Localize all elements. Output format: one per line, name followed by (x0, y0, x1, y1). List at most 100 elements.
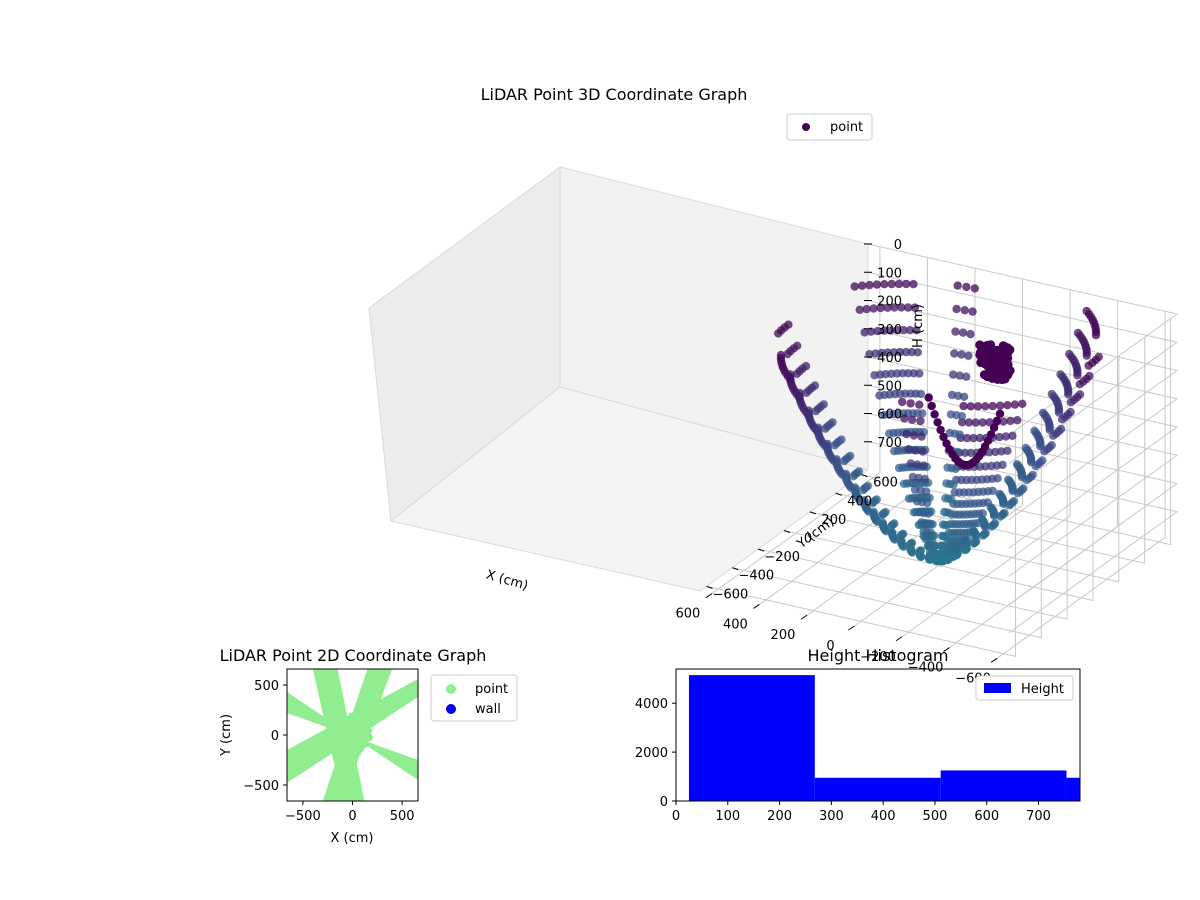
legend-3d: point (786, 113, 873, 141)
data-point-3d (997, 447, 1006, 456)
data-point-3d (1003, 401, 1012, 410)
axes-3d: −600−400−2000200400600−600−400−200020040… (675, 238, 998, 686)
data-point-3d (969, 539, 978, 548)
chart-3d: LiDAR Point 3D Coordinate Graph −600 −400… (368, 85, 1179, 686)
data-point-3d (901, 347, 911, 357)
chart-2d: LiDAR Point 2D Coordinate Graph −500 0 500… (219, 646, 518, 846)
legend-swatch-height (984, 683, 1011, 693)
grid-line (732, 411, 1042, 639)
data-point-3d (960, 306, 969, 315)
data-point-3d (869, 304, 878, 313)
data-point-3d (909, 431, 919, 440)
data-point-3d (1013, 416, 1022, 425)
data-point-3d (986, 430, 996, 439)
y-tick-3d (757, 548, 765, 552)
data-point-3d (951, 464, 960, 474)
data-point-3d (880, 280, 889, 289)
data-point-3d (945, 508, 954, 518)
axes-histogram: 0 100 200 300 400 500 600 700 0 2000 4000 (635, 697, 1051, 824)
data-point-3d (902, 279, 911, 289)
y-tick-label-2d: 0 (271, 729, 279, 744)
data-point-3d (985, 448, 994, 457)
data-point-3d (801, 361, 811, 371)
data-point-3d (933, 418, 942, 427)
data-point-3d (795, 388, 804, 398)
data-point-3d (960, 545, 970, 555)
data-point-3d (877, 348, 886, 358)
y-tick-3d (732, 567, 739, 571)
data-point-3d (906, 459, 915, 468)
data-point-3d (952, 551, 961, 560)
data-point-3d (938, 542, 947, 551)
data-point-3d (966, 402, 975, 411)
data-point-3d (846, 451, 855, 461)
x-tick-label-3d: 400 (723, 617, 748, 632)
data-point-3d (850, 282, 859, 291)
data-point-3d (1022, 475, 1031, 485)
data-point-3d (869, 507, 878, 517)
x-tick-3d (895, 636, 903, 642)
x-tick-label-3d: −200 (860, 650, 896, 665)
data-point-3d (913, 348, 922, 357)
y-tick-label-3d: 400 (847, 494, 872, 509)
y-tick-label-2d: −500 (243, 779, 279, 794)
data-point-3d (837, 435, 846, 444)
data-point-3d (828, 418, 837, 427)
data-point-3d (902, 430, 911, 439)
y-tick-label-histogram: 0 (660, 795, 668, 810)
data-point-3d (973, 402, 983, 411)
point-cloud-2d (287, 669, 418, 801)
y-axis-label-2d: Y (cm) (219, 714, 234, 757)
x-tick-label-3d: 600 (675, 607, 700, 622)
data-point-3d (936, 550, 945, 559)
data-point-3d (916, 416, 925, 426)
y-tick-label-3d: −400 (738, 569, 774, 584)
data-point-3d (872, 495, 881, 504)
data-point-3d (921, 535, 930, 544)
data-point-3d (991, 447, 1000, 457)
y-tick-label-2d: 500 (254, 679, 279, 694)
data-point-3d (960, 448, 970, 457)
data-point-3d (969, 433, 978, 443)
legend-label-wall-2d: wall (475, 702, 501, 717)
data-point-3d (776, 350, 786, 360)
data-point-3d (989, 511, 999, 520)
data-point-3d (823, 439, 832, 449)
grid-line (867, 300, 1179, 492)
data-point-3d (910, 303, 920, 312)
grid-3d (706, 243, 1179, 659)
y-tick-label-histogram: 2000 (635, 746, 668, 761)
data-point-3d (942, 439, 951, 448)
z-tick-label-3d: 600 (877, 408, 902, 423)
z-tick-label-3d: 300 (877, 323, 902, 338)
data-point-3d (1031, 461, 1040, 471)
legend-marker-wall-2d (446, 704, 456, 714)
data-point-3d (1008, 431, 1017, 440)
data-point-3d (1073, 371, 1082, 380)
z-tick-label-3d: 200 (877, 295, 902, 310)
histogram-bars (688, 675, 1080, 801)
data-point-3d (804, 406, 813, 415)
data-point-3d (880, 326, 889, 335)
data-point-3d (992, 416, 1002, 425)
data-point-3d (905, 326, 915, 335)
data-point-3d (860, 328, 869, 337)
x-axis-label-3d: X (cm) (484, 567, 529, 593)
x-tick-label-histogram: 100 (715, 809, 740, 824)
data-point-3d (819, 400, 828, 409)
grid-line (854, 279, 1023, 627)
plot-frame-histogram (675, 668, 1081, 802)
data-point-3d (793, 341, 802, 350)
grid-line (809, 355, 1120, 583)
x-tick-3d (848, 625, 855, 631)
data-point-2d (332, 725, 341, 734)
chart-histogram: Height Histogram 0 100 200 300 400 500 600 7000… (635, 646, 1081, 824)
y-tick-label-3d: 0 (804, 532, 812, 547)
chart-3d-title: LiDAR Point 3D Coordinate Graph (481, 85, 748, 104)
axes-2d: −500 0 500 −500 0 500 (243, 679, 414, 824)
data-point-3d (916, 389, 925, 399)
data-point-3d (908, 415, 917, 424)
legend-marker-point-3d (802, 123, 810, 131)
x-tick-label-histogram: 400 (871, 809, 896, 824)
data-point-3d (911, 446, 920, 455)
